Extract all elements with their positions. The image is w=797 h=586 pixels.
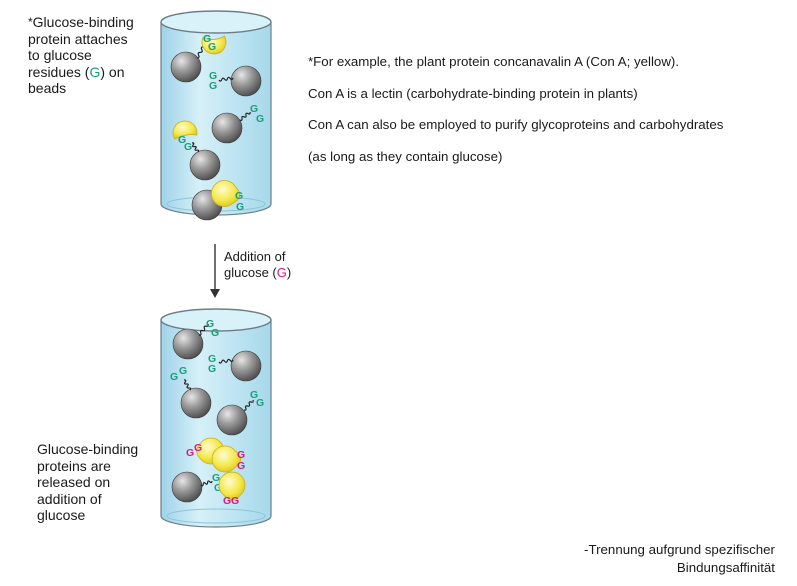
glucose-residue: G	[235, 190, 243, 202]
bead	[180, 387, 212, 419]
note-line: (as long as they contain glucose)	[308, 148, 503, 164]
glucose-residue: G	[209, 70, 217, 82]
glucose-residue: G	[208, 363, 216, 375]
lectin-protein	[201, 35, 227, 55]
glucose-residue: G	[203, 33, 211, 45]
free-glucose: G	[237, 460, 245, 472]
glucose-residue: G	[209, 80, 217, 92]
linker	[218, 358, 234, 364]
linker	[198, 323, 209, 336]
glucose-residue: G	[250, 103, 258, 115]
notes-block: *For example, the plant protein concanav…	[308, 46, 723, 172]
note-line: Con A can also be employed to purify gly…	[308, 117, 724, 132]
glucose-residue: G	[184, 141, 192, 153]
down-arrow-icon	[210, 244, 220, 298]
glucose-residue: G	[170, 371, 178, 383]
free-glucose: G	[194, 442, 202, 454]
released-protein-label: Glucose-binding proteins are released on…	[37, 441, 139, 523]
column-rim	[160, 10, 272, 34]
addition-of-glucose-label: Addition of glucose (G)	[224, 249, 292, 280]
bead	[171, 471, 203, 503]
linker	[218, 76, 234, 82]
glucose-residue: G	[208, 353, 216, 365]
bead	[230, 350, 262, 382]
lectin-protein	[211, 445, 242, 473]
bead	[211, 112, 243, 144]
glucose-residue: G	[212, 472, 220, 484]
free-glucose: G	[237, 449, 245, 461]
lectin-protein	[211, 180, 241, 207]
linker	[200, 480, 213, 487]
linker	[191, 142, 200, 153]
glucose-residue: G	[206, 318, 214, 330]
bead	[170, 51, 202, 83]
lectin-protein	[172, 120, 198, 140]
column-rim	[160, 308, 272, 332]
glucose-residue: G	[256, 397, 264, 409]
bead	[230, 65, 262, 97]
free-glucose: G	[231, 495, 239, 507]
bead	[189, 149, 221, 181]
free-glucose: G	[223, 495, 231, 507]
bead	[172, 328, 204, 360]
column-base	[166, 508, 266, 524]
linker	[243, 399, 254, 411]
lectin-protein	[218, 471, 246, 501]
bound-protein-label: *Glucose-binding protein attaches to glu…	[28, 14, 134, 96]
linker	[239, 111, 251, 121]
linker	[183, 379, 192, 391]
glucose-residue: G	[211, 327, 219, 339]
glucose-residue: G	[236, 201, 244, 213]
glucose-residue: G	[208, 41, 216, 53]
bead	[216, 404, 248, 436]
note-line: *For example, the plant protein concanav…	[308, 54, 680, 69]
glucose-residue: G	[256, 113, 264, 125]
glucose-residue: G	[178, 134, 186, 146]
footer-note: -Trennung aufgrund spezifischer Bindungs…	[584, 542, 775, 575]
glucose-residue: G	[179, 365, 187, 377]
glucose-residue: G	[250, 389, 258, 401]
free-glucose: G	[186, 447, 194, 459]
glucose-residue: G	[214, 482, 222, 494]
note-line: Con A is a lectin (carbohydrate-binding …	[308, 85, 638, 101]
